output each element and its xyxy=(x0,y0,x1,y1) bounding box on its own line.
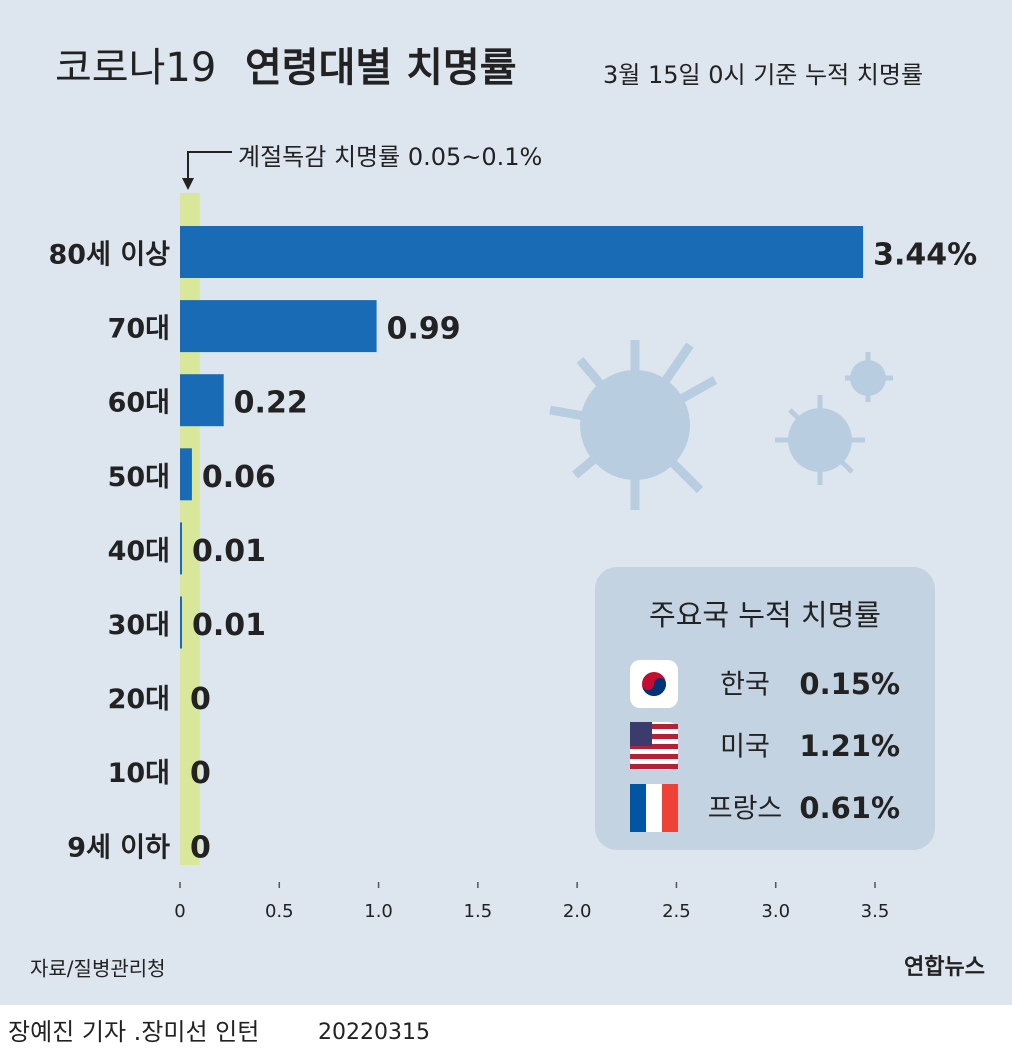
annotation-arrowhead xyxy=(182,178,194,190)
inset-box xyxy=(595,567,935,850)
value-label: 0.99 xyxy=(387,312,461,347)
value-label: 0 xyxy=(190,830,211,865)
credit: 장예진 기자 .장미선 인턴 xyxy=(8,1018,259,1046)
source: 자료/질병관리청 xyxy=(30,957,166,981)
country-value: 1.21% xyxy=(799,729,900,763)
annotation-arrow xyxy=(187,151,232,180)
x-tick-label: 2.5 xyxy=(662,901,691,922)
country-name: 한국 xyxy=(720,670,770,701)
country-value: 0.61% xyxy=(799,791,900,825)
value-label: 0.01 xyxy=(192,608,266,643)
y-tick-label: 20대 xyxy=(108,684,170,715)
y-tick-label: 40대 xyxy=(108,536,170,567)
logo: 연합뉴스 xyxy=(904,954,985,980)
bar xyxy=(180,448,192,501)
value-label: 0.01 xyxy=(192,534,266,569)
date: 20220315 xyxy=(318,1020,430,1045)
footer-background xyxy=(0,1005,1012,1064)
bar xyxy=(180,522,182,575)
chart-title: 코로나19 xyxy=(55,45,216,91)
flag-france xyxy=(630,784,678,832)
value-label: 0 xyxy=(190,682,211,717)
inset-title: 주요국 누적 치명률 xyxy=(649,598,881,632)
x-tick-label: 1.5 xyxy=(464,901,493,922)
y-tick-label: 80세 이상 xyxy=(49,240,171,271)
bar xyxy=(180,226,864,278)
country-name: 미국 xyxy=(720,732,770,763)
bar xyxy=(180,374,224,427)
y-tick-label: 30대 xyxy=(108,610,170,641)
flag-usa xyxy=(630,722,678,770)
annotation: 계절독감 치명률 0.05~0.1% xyxy=(238,143,542,171)
value-label: 0.22 xyxy=(234,386,308,421)
x-tick-label: 3.0 xyxy=(761,901,790,922)
y-tick-label: 50대 xyxy=(108,462,170,493)
y-tick-label: 60대 xyxy=(108,388,170,419)
y-tick-label: 70대 xyxy=(108,314,170,345)
x-tick-label: 3.5 xyxy=(861,901,890,922)
y-tick-label: 10대 xyxy=(108,758,170,789)
value-label: 3.44% xyxy=(873,238,977,273)
y-tick-label: 9세 이하 xyxy=(67,832,170,863)
subtitle: 3월 15일 0시 기준 누적 치명률 xyxy=(603,61,923,89)
x-tick-label: 1.0 xyxy=(364,901,393,922)
flag-korea xyxy=(630,660,678,708)
country-name: 프랑스 xyxy=(708,794,783,825)
x-tick-label: 0.5 xyxy=(265,901,294,922)
country-value: 0.15% xyxy=(799,667,900,701)
bar xyxy=(180,300,377,353)
value-label: 0 xyxy=(190,756,211,791)
bar xyxy=(180,596,182,649)
flu-band xyxy=(179,193,200,865)
x-tick-label: 0 xyxy=(174,901,185,922)
value-label: 0.06 xyxy=(202,460,276,495)
x-tick-label: 2.0 xyxy=(563,901,592,922)
virus-decoration xyxy=(549,340,893,510)
chart-title-emphasis: 연령대별 치명률 xyxy=(245,45,517,91)
